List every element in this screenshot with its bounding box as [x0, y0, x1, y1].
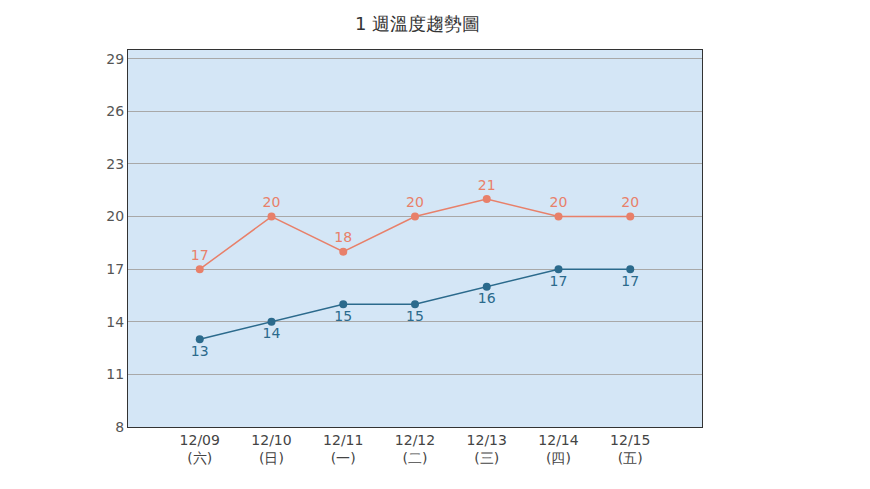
svg-text:12/12(二): 12/12(二)	[395, 432, 435, 466]
svg-text:12/10(日): 12/10(日)	[251, 432, 291, 466]
svg-text:12/13(三): 12/13(三)	[467, 432, 507, 466]
svg-text:12/15(五): 12/15(五)	[610, 432, 650, 466]
svg-text:20: 20	[106, 208, 124, 224]
svg-text:14: 14	[106, 314, 124, 330]
svg-text:12/11(一): 12/11(一)	[323, 432, 363, 466]
svg-text:16: 16	[478, 290, 496, 306]
svg-text:20: 20	[621, 194, 639, 210]
svg-text:26: 26	[106, 103, 124, 119]
svg-text:29: 29	[106, 51, 124, 67]
svg-text:13: 13	[191, 343, 209, 359]
svg-text:14: 14	[263, 325, 281, 341]
svg-text:20: 20	[406, 194, 424, 210]
svg-text:15: 15	[406, 308, 424, 324]
svg-text:17: 17	[106, 261, 124, 277]
svg-text:17: 17	[621, 273, 639, 289]
svg-text:20: 20	[550, 194, 568, 210]
svg-text:11: 11	[106, 366, 124, 382]
svg-text:1 週溫度趨勢圖: 1 週溫度趨勢圖	[355, 13, 480, 34]
svg-text:21: 21	[478, 177, 496, 193]
svg-text:8: 8	[115, 419, 124, 435]
svg-text:17: 17	[191, 247, 209, 263]
svg-text:23: 23	[106, 156, 124, 172]
svg-text:20: 20	[263, 194, 281, 210]
svg-text:12/14(四): 12/14(四)	[538, 432, 578, 466]
svg-text:12/09(六): 12/09(六)	[180, 432, 220, 466]
svg-text:15: 15	[334, 308, 352, 324]
svg-text:17: 17	[550, 273, 568, 289]
svg-text:18: 18	[334, 229, 352, 245]
